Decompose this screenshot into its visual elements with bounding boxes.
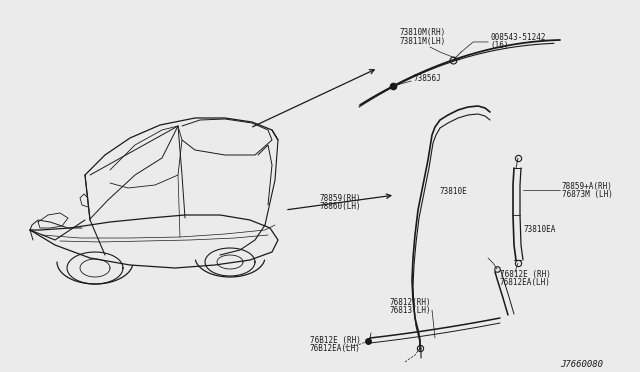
Text: 78859(RH): 78859(RH) bbox=[320, 193, 362, 202]
Text: 76813(LH): 76813(LH) bbox=[390, 305, 431, 314]
Text: 73811M(LH): 73811M(LH) bbox=[400, 37, 446, 46]
Text: 76B12EA(LH): 76B12EA(LH) bbox=[310, 343, 361, 353]
Text: 73810EA: 73810EA bbox=[524, 225, 556, 234]
Text: J7660080: J7660080 bbox=[560, 360, 603, 369]
Text: 76873M (LH): 76873M (LH) bbox=[562, 189, 613, 199]
Text: 78860(LH): 78860(LH) bbox=[320, 202, 362, 212]
Text: (16): (16) bbox=[490, 41, 509, 51]
Text: 78859+A(RH): 78859+A(RH) bbox=[562, 182, 613, 190]
Text: 76812EA(LH): 76812EA(LH) bbox=[500, 278, 551, 286]
Text: 76812(RH): 76812(RH) bbox=[390, 298, 431, 307]
Text: 73856J: 73856J bbox=[413, 74, 441, 83]
Text: 76812E (RH): 76812E (RH) bbox=[500, 269, 551, 279]
Text: 73810M(RH): 73810M(RH) bbox=[400, 28, 446, 37]
Text: 008543-51242: 008543-51242 bbox=[490, 33, 546, 42]
Text: 76B12E (RH): 76B12E (RH) bbox=[310, 336, 361, 344]
Text: 73810E: 73810E bbox=[440, 187, 468, 196]
